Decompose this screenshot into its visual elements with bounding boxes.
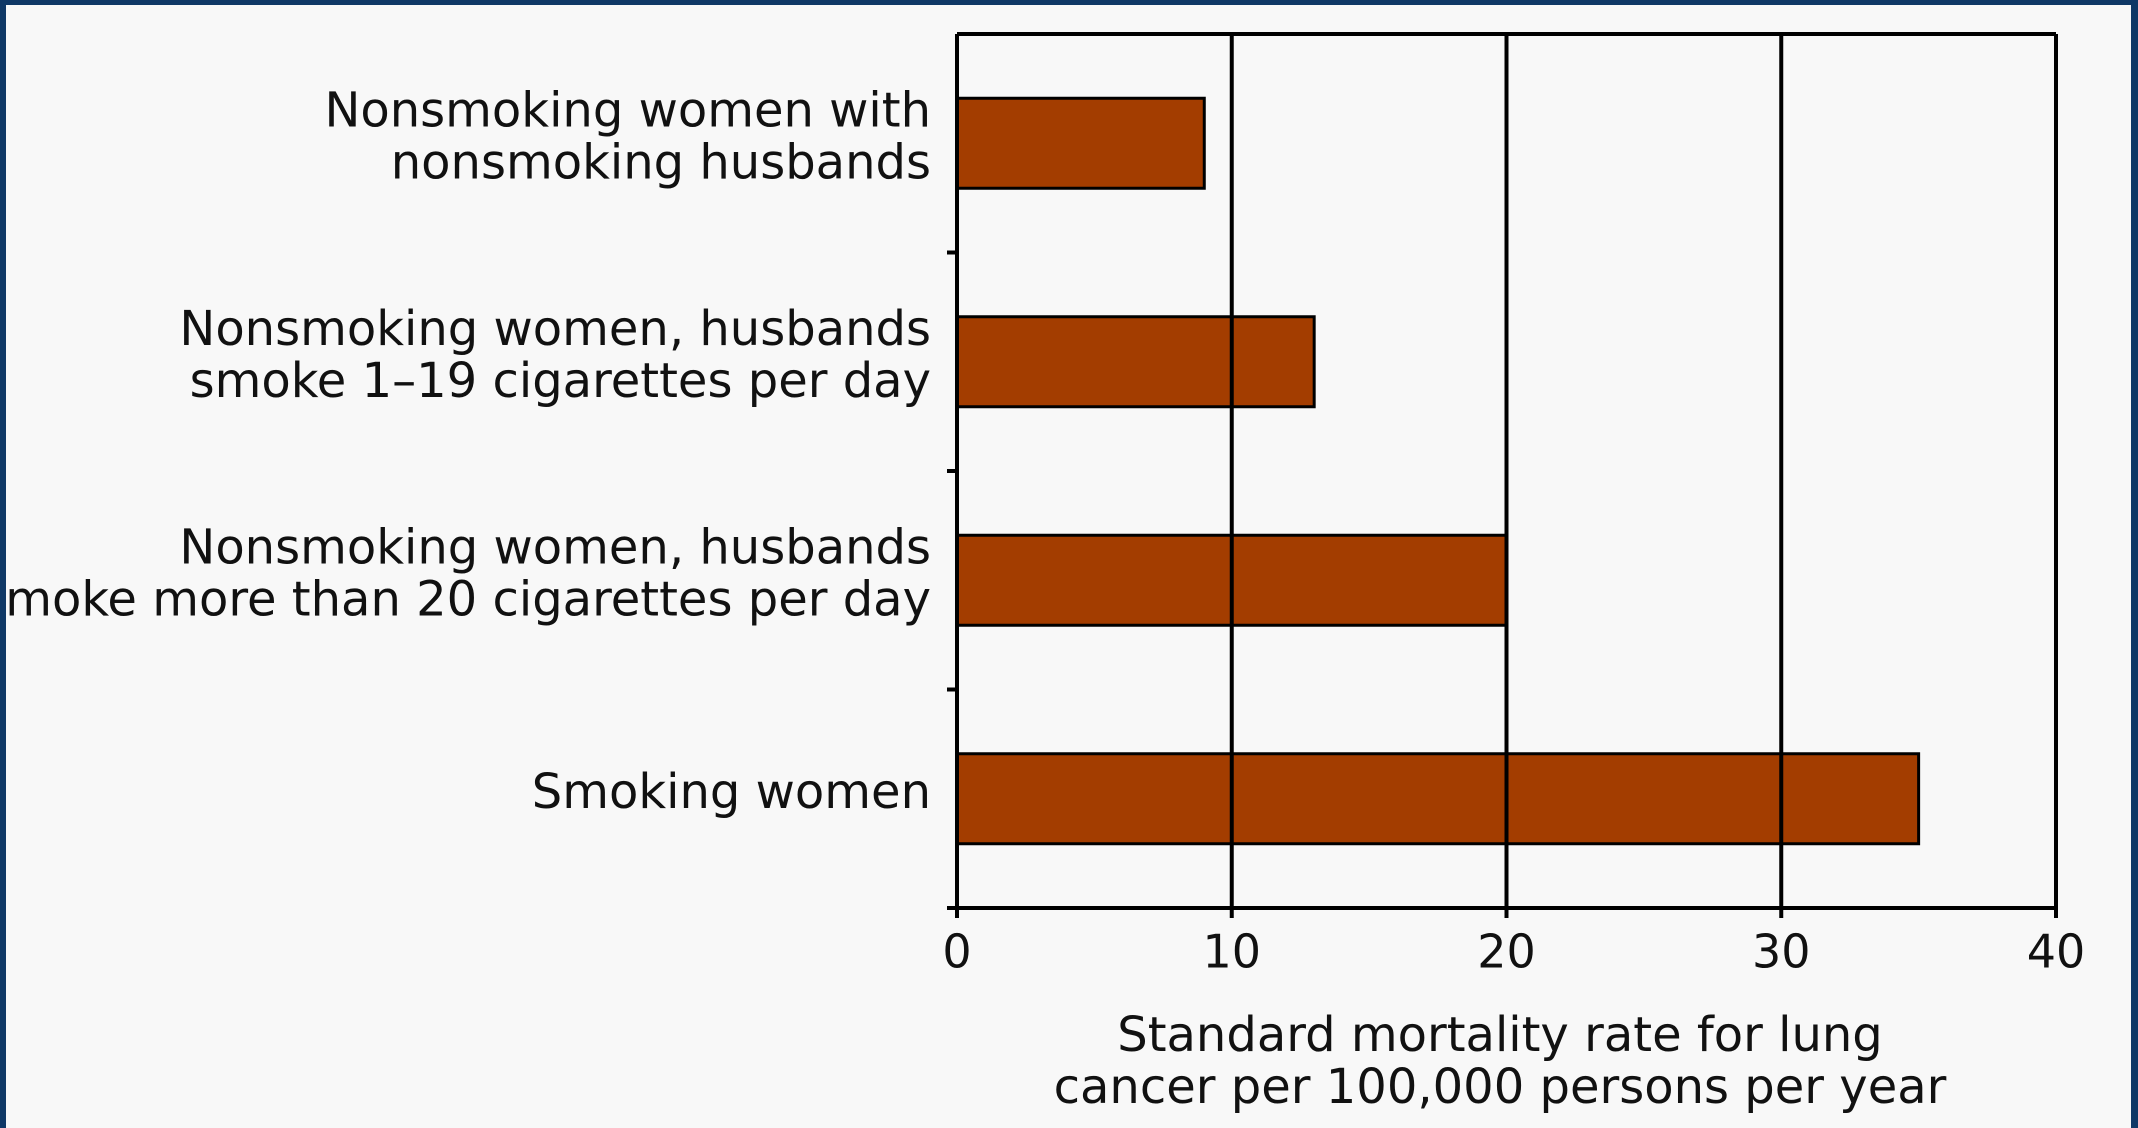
y-tick-label-line: smoke more than 20 cigarettes per day [6, 571, 931, 627]
bar [955, 315, 1316, 409]
x-axis-label-line: cancer per 100,000 persons per year [1054, 1059, 1947, 1115]
x-tick-label: 20 [1477, 925, 1536, 979]
x-tick-label: 40 [2027, 925, 2086, 979]
y-tick-label-line: Nonsmoking women with [324, 82, 931, 138]
x-tick-label: 30 [1752, 925, 1811, 979]
x-axis-label-line: Standard mortality rate for lung [1117, 1007, 1883, 1063]
x-tick-label: 0 [942, 925, 971, 979]
x-axis-label: Standard mortality rate for lung cancer p… [1054, 1007, 1947, 1115]
y-tick-label: Nonsmoking women with nonsmoking husbands [324, 82, 931, 190]
y-tick-label-line: Nonsmoking women, husbands [179, 301, 931, 357]
y-tick-label: Nonsmoking women, husbands smoke 1–19 cig… [179, 301, 931, 409]
y-tick-label-line: Smoking women [532, 764, 931, 820]
y-tick-label: Smoking women [532, 764, 931, 820]
x-tick-label: 10 [1202, 925, 1261, 979]
chart: Nonsmoking women with nonsmoking husbands… [6, 32, 2086, 1115]
y-tick-label-line: Nonsmoking women, husbands [179, 519, 931, 575]
bar [955, 96, 1206, 190]
y-tick-label-line: smoke 1–19 cigarettes per day [190, 353, 931, 409]
bar [955, 752, 1921, 846]
y-tick-label-line: nonsmoking husbands [391, 134, 931, 190]
y-tick-label: Nonsmoking women, husbands smoke more tha… [6, 519, 931, 627]
